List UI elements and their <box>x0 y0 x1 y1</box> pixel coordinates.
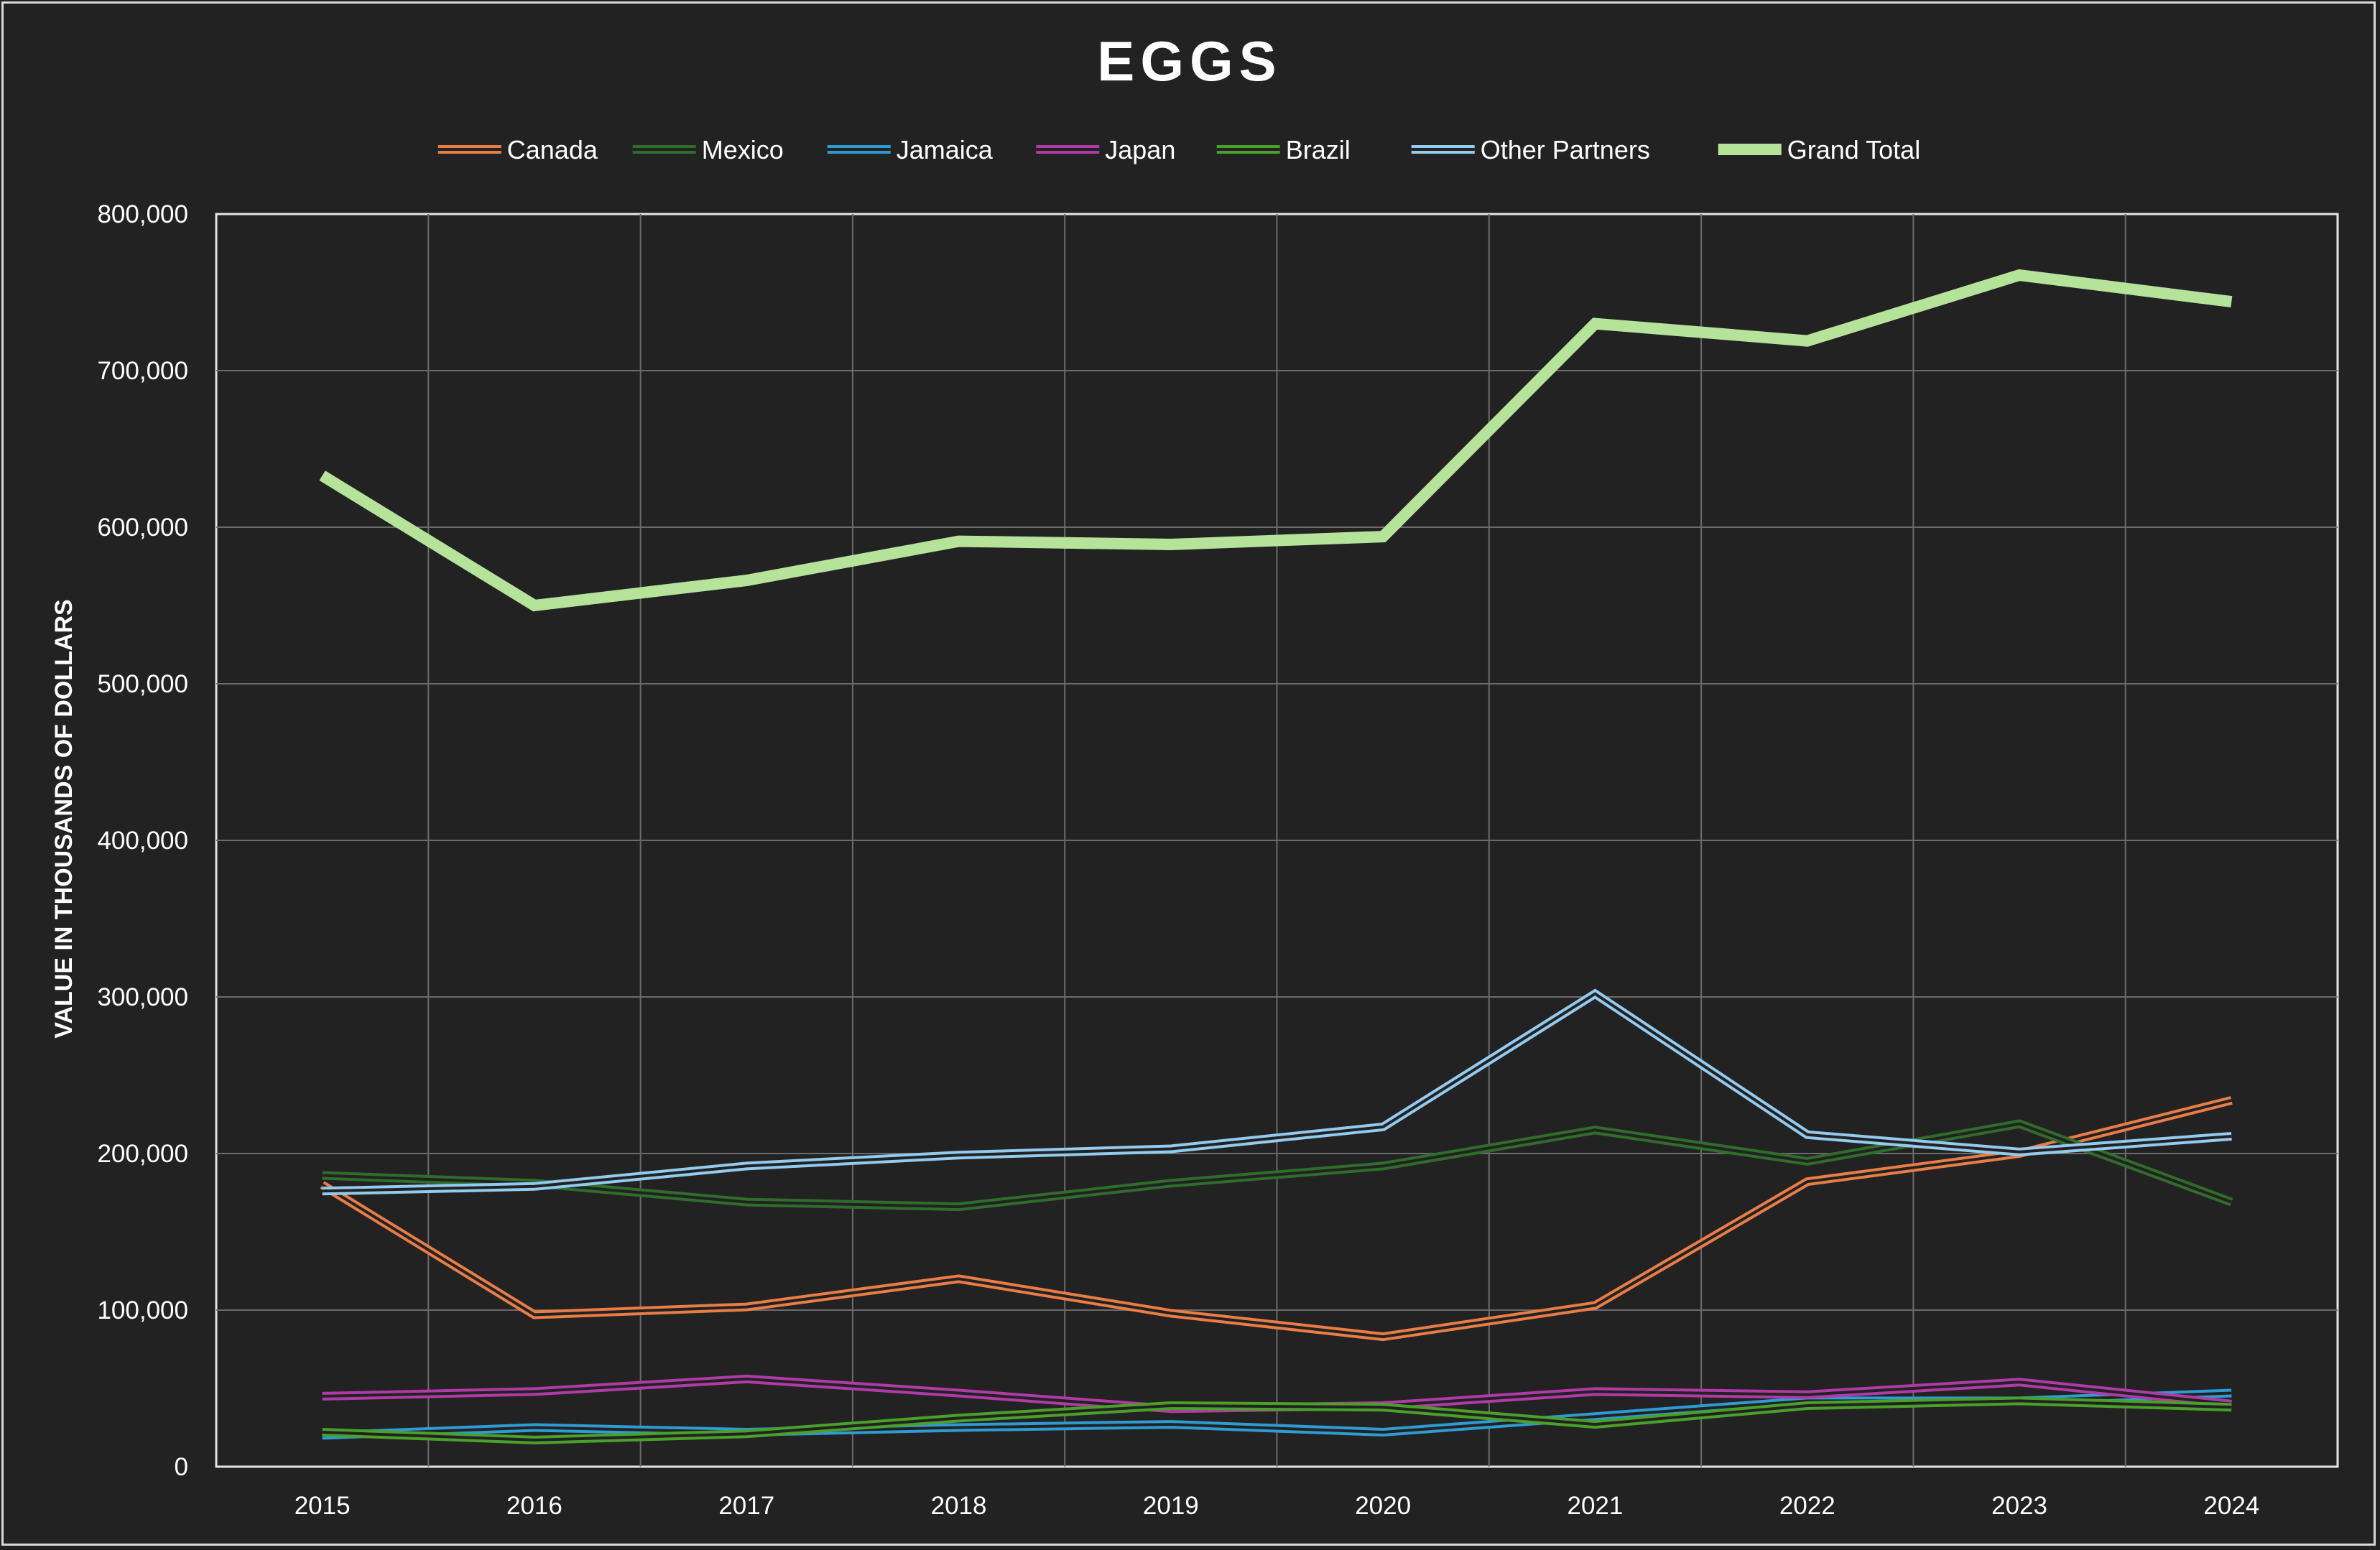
legend-label: Jamaica <box>897 135 994 164</box>
legend-label: Japan <box>1105 135 1175 164</box>
legend-item-other-partners: Other Partners <box>1411 135 1650 164</box>
legend: Canada Mexico Jamaica Japan Brazil Other Part… <box>437 135 1920 164</box>
series-line-gap-other-partners <box>322 992 2232 1193</box>
legend-label: Mexico <box>702 135 784 164</box>
y-axis-title: VALUE IN THOUSANDS OF DOLLARS <box>50 599 78 1038</box>
x-tick-label: 2016 <box>506 1492 562 1520</box>
grid <box>216 214 2338 1467</box>
x-tick-label: 2020 <box>1355 1492 1411 1520</box>
series-line-gap-brazil <box>322 1399 2232 1442</box>
x-tick-label: 2022 <box>1779 1492 1835 1520</box>
series-canada <box>320 1096 2233 1342</box>
legend-label: Brazil <box>1286 135 1351 164</box>
y-tick-label: 600,000 <box>97 514 188 542</box>
legend-item-japan: Japan <box>1036 135 1175 164</box>
x-tick-label: 2015 <box>295 1492 351 1520</box>
series-brazil <box>322 1396 2232 1444</box>
y-tick-label: 300,000 <box>97 983 188 1011</box>
legend-item-brazil: Brazil <box>1216 135 1351 164</box>
series-line-grand-total <box>319 269 2233 612</box>
series-lines <box>319 269 2233 1444</box>
y-tick-label: 200,000 <box>97 1140 188 1168</box>
series-other-partners <box>322 988 2232 1196</box>
legend-label: Canada <box>507 135 598 164</box>
x-tick-label: 2021 <box>1568 1492 1624 1520</box>
y-tick-label: 700,000 <box>97 357 188 385</box>
y-tick-label: 100,000 <box>97 1296 188 1324</box>
x-tick-label: 2018 <box>931 1492 987 1520</box>
legend-label: Other Partners <box>1481 135 1650 164</box>
legend-label: Grand Total <box>1787 135 1920 164</box>
legend-item-grand-total: Grand Total <box>1718 135 1920 164</box>
x-tick-label: 2019 <box>1143 1492 1199 1520</box>
legend-item-jamaica: Jamaica <box>827 135 994 164</box>
y-tick-label: 800,000 <box>97 200 188 228</box>
legend-item-canada: Canada <box>437 135 598 164</box>
x-axis: 2015 2016 2017 2018 2019 2020 2021 2022 2023 2024 <box>295 1492 2260 1520</box>
y-axis: 0 100,000 200,000 300,000 400,000 500,000 600,… <box>97 200 188 1481</box>
series-line-gap-canada <box>321 1098 2232 1339</box>
y-tick-label: 500,000 <box>97 670 188 698</box>
x-tick-label: 2023 <box>1991 1492 2047 1520</box>
x-tick-label: 2024 <box>2203 1492 2259 1520</box>
x-tick-label: 2017 <box>718 1492 774 1520</box>
legend-item-mexico: Mexico <box>632 135 784 164</box>
chart-title: EGGS <box>1097 29 1282 93</box>
series-grand-total <box>319 269 2233 612</box>
y-tick-label: 400,000 <box>97 827 188 855</box>
y-tick-label: 0 <box>175 1453 188 1481</box>
